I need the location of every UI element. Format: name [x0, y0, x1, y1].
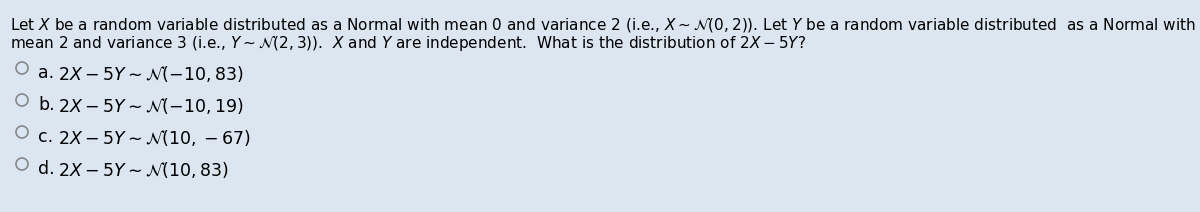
Text: $2X - 5Y \sim \mathcal{N}(-10, 83)$: $2X - 5Y \sim \mathcal{N}(-10, 83)$ — [58, 64, 244, 84]
Text: $2X - 5Y \sim \mathcal{N}(-10, 19)$: $2X - 5Y \sim \mathcal{N}(-10, 19)$ — [58, 96, 244, 116]
Text: mean 2 and variance 3 (i.e., $Y \sim \mathcal{N}(2, 3)$).  $X$ and $Y$ are indep: mean 2 and variance 3 (i.e., $Y \sim \ma… — [10, 34, 806, 53]
Text: a.: a. — [38, 64, 54, 82]
Text: $2X - 5Y \sim \mathcal{N}(10, 83)$: $2X - 5Y \sim \mathcal{N}(10, 83)$ — [58, 160, 229, 180]
Text: d.: d. — [38, 160, 55, 178]
Text: b.: b. — [38, 96, 55, 114]
Text: Let $X$ be a random variable distributed as a Normal with mean 0 and variance 2 : Let $X$ be a random variable distributed… — [10, 16, 1196, 34]
Text: $2X - 5Y \sim \mathcal{N}(10, -67)$: $2X - 5Y \sim \mathcal{N}(10, -67)$ — [58, 128, 251, 148]
Text: c.: c. — [38, 128, 53, 146]
